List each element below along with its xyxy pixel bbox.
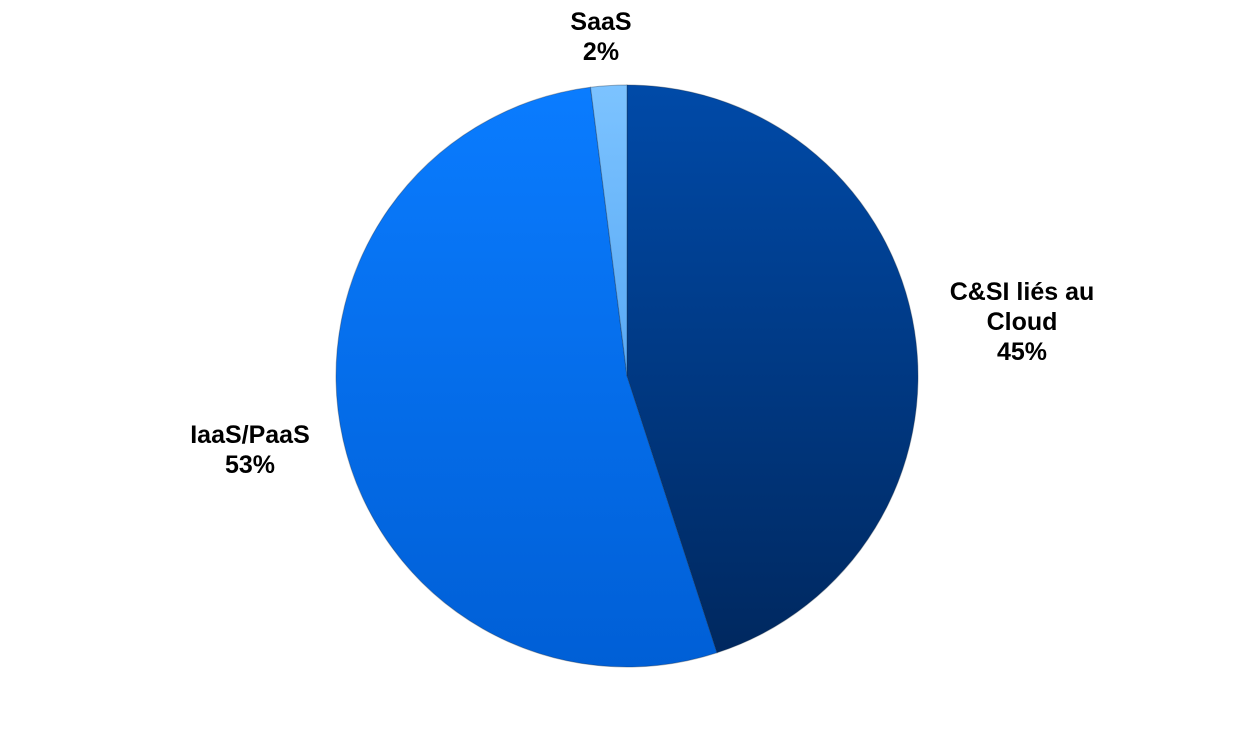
pie-slice-2: [589, 84, 628, 377]
slice-label-1: IaaS/PaaS 53%: [190, 421, 310, 479]
slice-percent-label: 2%: [583, 38, 619, 66]
pie-slice-1: [335, 86, 718, 668]
slice-percent-label: 53%: [225, 451, 275, 479]
slice-category-label: SaaS: [570, 8, 631, 36]
slice-category-label: Cloud: [987, 308, 1058, 336]
slice-percent-label: 45%: [997, 338, 1047, 366]
labels-layer: C&SI liés au Cloud 45% IaaS/PaaS 53% SaaS 2%: [190, 8, 1094, 479]
pie-slice-0: [626, 84, 919, 654]
slice-label-2: SaaS 2%: [570, 8, 631, 66]
slice-category-label: IaaS/PaaS: [190, 421, 310, 449]
slice-label-0: C&SI liés au Cloud 45%: [950, 278, 1095, 366]
slices-layer: [335, 84, 919, 668]
slice-category-label: C&SI liés au: [950, 278, 1095, 306]
